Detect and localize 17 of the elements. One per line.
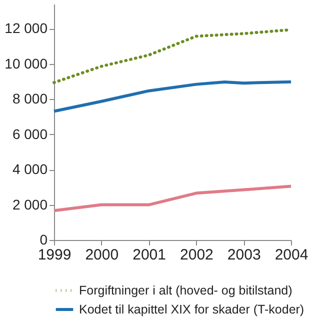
line-series — [52, 80, 292, 113]
x-tick-label: 1999 — [38, 246, 72, 264]
x-tick-label: 2001 — [132, 246, 166, 264]
y-tick-label: 6 000 — [12, 126, 48, 142]
line-series — [52, 184, 292, 212]
y-tick-label: 0 — [40, 232, 48, 248]
y-tick-label: 8 000 — [12, 90, 48, 107]
x-tick-label: 2002 — [180, 246, 214, 264]
y-tick-label: 10 000 — [4, 55, 48, 72]
y-tick-label: 4 000 — [12, 161, 48, 178]
y-tick-label: 2 000 — [12, 196, 48, 212]
y-tick-label: 12 000 — [4, 20, 48, 36]
legend-label: Forgiftninger i alt (hoved- og bitilstand) — [79, 284, 292, 298]
x-tick-label: 2003 — [227, 246, 261, 264]
x-tick-label: 2000 — [85, 246, 119, 264]
legend-label: Kodet til kapittel XIX for skader (T-koder) — [79, 302, 304, 316]
x-tick-label: 2004 — [274, 246, 308, 264]
